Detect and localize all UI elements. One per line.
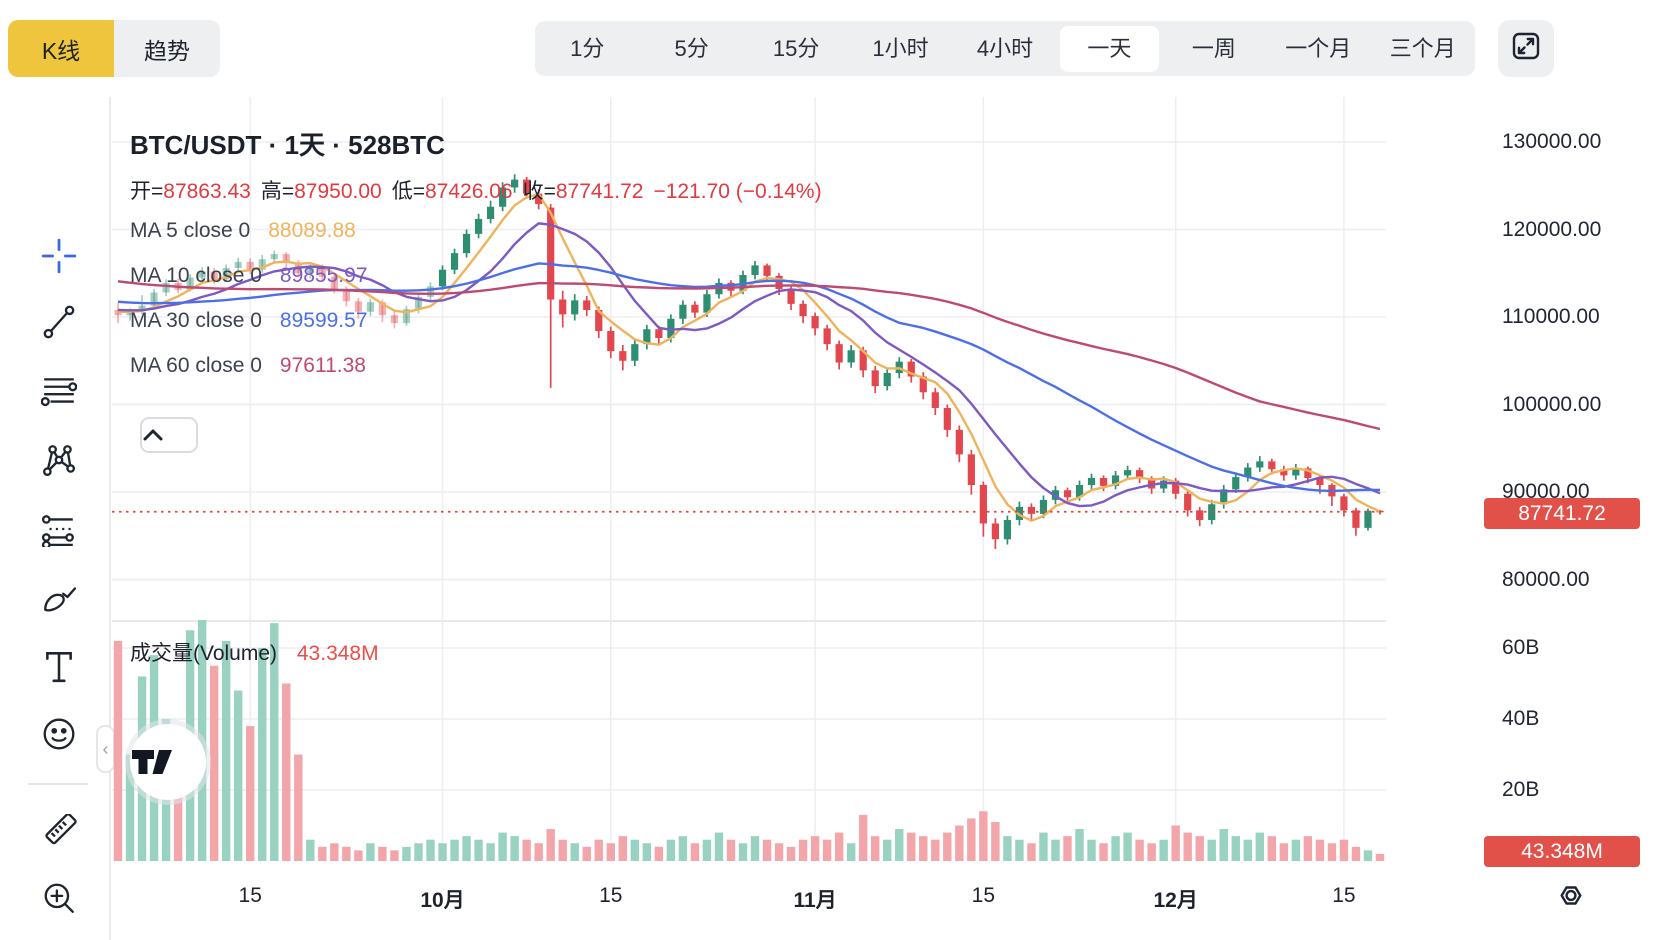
volume-axis-label: 60B bbox=[1502, 636, 1540, 659]
ma-value: 89599.57 bbox=[279, 309, 368, 332]
ma-label: MA 5 close 0 bbox=[130, 219, 251, 242]
volume-axis-label: 20B bbox=[1502, 778, 1540, 801]
horizontal-lines-icon bbox=[40, 373, 78, 414]
price-change: −121.70 (−0.14%) bbox=[653, 180, 822, 203]
interval-tab[interactable]: 一周 bbox=[1191, 35, 1236, 61]
top-toolbar: K线 趋势 1分 5分 15分 1小时 4小时 一天 一周 一个月 三个月 bbox=[0, 0, 1662, 97]
ma-label: MA 10 close 0 bbox=[130, 264, 262, 287]
price-chart-svg[interactable] bbox=[112, 97, 1386, 620]
ma10-line bbox=[117, 222, 1381, 508]
price-axis-label: 100000.00 bbox=[1502, 392, 1602, 416]
interval-tab[interactable]: 一个月 bbox=[1285, 35, 1352, 61]
drawing-toolbar bbox=[0, 97, 109, 940]
time-axis-label: 15 bbox=[238, 884, 262, 907]
ohlc-label-1: 高= bbox=[260, 180, 295, 203]
expand-icon bbox=[1509, 29, 1543, 68]
legend-collapse-button[interactable] bbox=[140, 417, 198, 453]
ohlc-label-3: 收= bbox=[522, 180, 556, 203]
price-axis-label: 110000.00 bbox=[1502, 305, 1600, 328]
emoji-icon bbox=[41, 716, 77, 757]
interval-tab[interactable]: 1小时 bbox=[872, 35, 929, 61]
ma-legend-row-MA-30-close-0: MA 30 close 0 89599.57 bbox=[130, 309, 368, 333]
trend-line-tool[interactable] bbox=[40, 305, 78, 343]
interval-tab[interactable]: 1分 bbox=[570, 35, 605, 61]
text-icon bbox=[41, 648, 77, 689]
ma-label: MA 60 close 0 bbox=[130, 354, 262, 377]
ma-value: 89855.97 bbox=[279, 264, 368, 287]
time-axis[interactable]: 15 10月 15 11月 15 12月 15 bbox=[112, 862, 1386, 940]
horizontal-lines-tool[interactable] bbox=[40, 374, 78, 412]
trend-line-icon bbox=[41, 304, 77, 345]
interval-tab[interactable]: 4小时 bbox=[976, 35, 1034, 61]
sidebar-divider bbox=[109, 97, 111, 940]
time-axis-label: 10月 bbox=[420, 889, 465, 912]
ohlc-value-2: 87426.06 bbox=[424, 180, 513, 203]
volume-legend-label: 成交量(Volume) bbox=[130, 642, 278, 665]
crosshair-tool[interactable] bbox=[40, 238, 78, 279]
price-grid bbox=[112, 97, 1386, 620]
time-axis-label: 11月 bbox=[793, 889, 837, 912]
toolbar-section-divider bbox=[28, 783, 88, 785]
price-axis-column[interactable]: 87741.72 43.348M 130000.00 120000.00 11000… bbox=[1386, 97, 1662, 940]
volume-grid bbox=[112, 622, 1386, 862]
ma-legend-row-MA-10-close-0: MA 10 close 0 89855.97 bbox=[130, 264, 368, 288]
settings-button[interactable] bbox=[1553, 880, 1589, 916]
parallel-channel-tool[interactable] bbox=[40, 512, 78, 550]
volume-legend: 成交量(Volume) 43.348M bbox=[130, 637, 379, 667]
tradingview-watermark bbox=[130, 724, 206, 800]
time-axis-label: 15 bbox=[971, 884, 996, 907]
chart-type-switch: K线 趋势 bbox=[8, 20, 220, 77]
last-price-badge: 87741.72 bbox=[1484, 498, 1640, 529]
interval-tab[interactable]: 5分 bbox=[674, 35, 709, 61]
gear-icon bbox=[1560, 886, 1582, 905]
ma60-line bbox=[117, 280, 1381, 431]
ohlc-value-0: 87863.43 bbox=[163, 180, 251, 203]
xabcd-pattern-tool[interactable] bbox=[40, 443, 78, 481]
ma-legend-row-MA-5-close-0: MA 5 close 0 88089.88 bbox=[130, 219, 356, 243]
interval-switch: 1分 5分 15分 1小时 4小时 一天 一周 一个月 三个月 bbox=[535, 21, 1475, 76]
ohlc-legend: 开=87863.43 高=87950.00 低=87426.06 收=87741.72… bbox=[130, 175, 832, 205]
time-axis-label: 15 bbox=[1332, 884, 1356, 907]
interval-tab[interactable]: 15分 bbox=[772, 35, 820, 61]
interval-tab[interactable]: 三个月 bbox=[1389, 35, 1456, 61]
xabcd-pattern-icon bbox=[41, 442, 77, 483]
text-tool[interactable] bbox=[40, 649, 78, 687]
chart-type-tab-inactive[interactable]: 趋势 bbox=[114, 20, 220, 77]
ma-value: 97611.38 bbox=[279, 354, 366, 377]
zoom-in-tool[interactable] bbox=[40, 881, 78, 919]
ma-legend-row-MA-60-close-0: MA 60 close 0 97611.38 bbox=[130, 354, 366, 378]
volume-axis-label: 40B bbox=[1502, 707, 1540, 730]
chevron-up-icon bbox=[143, 429, 163, 441]
brush-tool[interactable] bbox=[40, 581, 78, 619]
ohlc-value-3: 87741.72 bbox=[555, 180, 644, 203]
candles bbox=[114, 174, 1384, 549]
brush-icon bbox=[41, 580, 77, 621]
time-axis-label: 15 bbox=[599, 884, 623, 907]
chart-type-tab-active[interactable]: K线 bbox=[8, 20, 114, 77]
ohlc-label-0: 开= bbox=[130, 180, 164, 203]
crosshair-icon bbox=[41, 238, 77, 279]
chart-area: BTC/USDT · 1天 · 528BTC 开=87863.43 高=87950… bbox=[112, 97, 1386, 940]
last-volume-badge: 43.348M bbox=[1484, 836, 1640, 867]
ruler-tool[interactable] bbox=[40, 812, 78, 855]
ruler-icon bbox=[41, 812, 77, 855]
price-axis-label: 120000.00 bbox=[1502, 217, 1602, 241]
ma-value: 88089.88 bbox=[268, 219, 356, 242]
price-axis-label: 80000.00 bbox=[1502, 567, 1590, 591]
emoji-tool[interactable] bbox=[40, 717, 78, 755]
ohlc-label-2: 低= bbox=[391, 180, 425, 203]
interval-tab-active[interactable]: 一天 bbox=[1060, 25, 1159, 72]
ma-label: MA 30 close 0 bbox=[130, 309, 262, 332]
time-axis-label: 12月 bbox=[1153, 889, 1198, 912]
ohlc-value-1: 87950.00 bbox=[294, 180, 382, 203]
parallel-channel-icon bbox=[41, 511, 77, 552]
chart-title: BTC/USDT · 1天 · 528BTC bbox=[130, 130, 445, 160]
volume-legend-value: 43.348M bbox=[296, 642, 379, 665]
price-axis-label: 90000.00 bbox=[1502, 480, 1590, 503]
zoom-in-icon bbox=[41, 880, 77, 921]
fullscreen-button[interactable] bbox=[1498, 20, 1554, 77]
price-axis-label: 130000.00 bbox=[1502, 130, 1602, 153]
tradingview-logo-icon bbox=[132, 750, 172, 774]
